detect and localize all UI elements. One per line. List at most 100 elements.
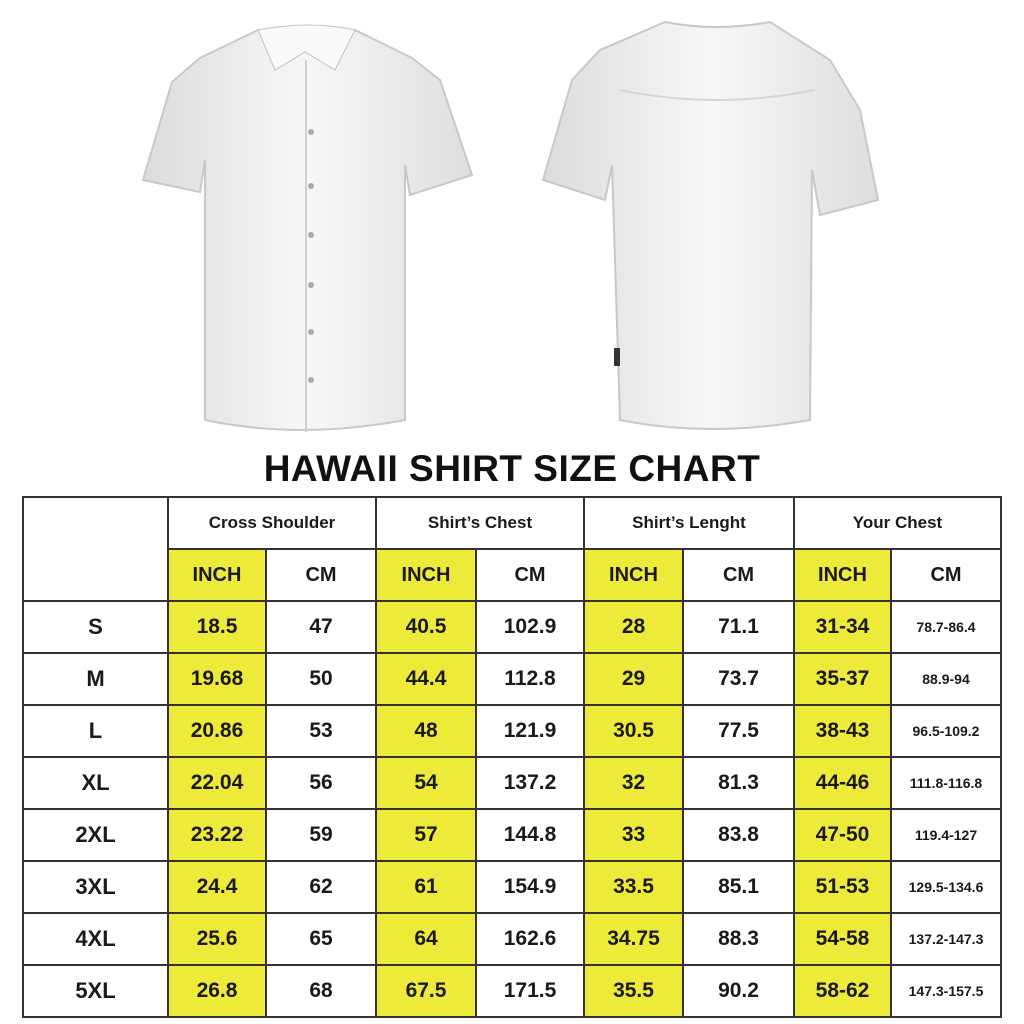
cm-cell: 129.5-134.6: [890, 860, 1002, 914]
inch-cell: 19.68: [167, 652, 267, 706]
unit-header-row: INCH CM INCH CM INCH CM INCH CM: [23, 548, 1002, 602]
table-row: 2XL 23.22 59 57 144.8 33 83.8 47-50 119.4-127: [22, 808, 1002, 862]
unit-header-inch: INCH: [375, 548, 477, 602]
corner-cell: [22, 496, 169, 602]
inch-cell: 61: [375, 860, 477, 914]
size-label: XL: [22, 756, 169, 810]
unit-header-cm: CM: [265, 548, 377, 602]
cm-cell: 78.7-86.4: [890, 600, 1002, 654]
table-row: L 20.86 53 48 121.9 30.5 77.5 38-43 96.5-109.2: [22, 704, 1002, 758]
cm-cell: 119.4-127: [890, 808, 1002, 862]
table-row: M 19.68 50 44.4 112.8 29 73.7 35-37 88.9-94: [22, 652, 1002, 706]
inch-cell: 44-46: [793, 756, 892, 810]
inch-cell: 18.5: [167, 600, 267, 654]
inch-cell: 25.6: [167, 912, 267, 966]
size-chart-table: Cross Shoulder Shirt’s Chest Shirt’s Lengh…: [22, 496, 1002, 1018]
inch-cell: 22.04: [167, 756, 267, 810]
table-row: XL 22.04 56 54 137.2 32 81.3 44-46 111.8-116.8: [22, 756, 1002, 810]
inch-cell: 38-43: [793, 704, 892, 758]
inch-cell: 40.5: [375, 600, 477, 654]
size-label: 3XL: [22, 860, 169, 914]
table-row: S 18.5 47 40.5 102.9 28 71.1 31-34 78.7-86.4: [22, 600, 1002, 654]
inch-cell: 30.5: [583, 704, 684, 758]
unit-header-cm: CM: [890, 548, 1002, 602]
cm-cell: 62: [265, 860, 377, 914]
cm-cell: 56: [265, 756, 377, 810]
cm-cell: 121.9: [475, 704, 585, 758]
inch-cell: 54-58: [793, 912, 892, 966]
shirt-back-image: [541, 20, 880, 430]
table-row: 3XL 24.4 62 61 154.9 33.5 85.1 51-53 129.5-134.6: [22, 860, 1002, 914]
cm-cell: 88.9-94: [890, 652, 1002, 706]
inch-cell: 67.5: [375, 964, 477, 1018]
inch-cell: 32: [583, 756, 684, 810]
cm-cell: 147.3-157.5: [890, 964, 1002, 1018]
inch-cell: 26.8: [167, 964, 267, 1018]
cm-cell: 53: [265, 704, 377, 758]
inch-cell: 33.5: [583, 860, 684, 914]
size-label: 2XL: [22, 808, 169, 862]
cm-cell: 137.2-147.3: [890, 912, 1002, 966]
inch-cell: 28: [583, 600, 684, 654]
cm-cell: 137.2: [475, 756, 585, 810]
inch-cell: 33: [583, 808, 684, 862]
cm-cell: 65: [265, 912, 377, 966]
inch-cell: 20.86: [167, 704, 267, 758]
unit-header-inch: INCH: [793, 548, 892, 602]
group-header: Shirt’s Chest: [375, 496, 585, 550]
cm-cell: 112.8: [475, 652, 585, 706]
cm-cell: 50: [265, 652, 377, 706]
inch-cell: 54: [375, 756, 477, 810]
inch-cell: 48: [375, 704, 477, 758]
cm-cell: 88.3: [682, 912, 795, 966]
cm-cell: 96.5-109.2: [890, 704, 1002, 758]
shirt-images: [141, 20, 880, 432]
inch-cell: 44.4: [375, 652, 477, 706]
cm-cell: 111.8-116.8: [890, 756, 1002, 810]
cm-cell: 83.8: [682, 808, 795, 862]
size-label: L: [22, 704, 169, 758]
cm-cell: 47: [265, 600, 377, 654]
cm-cell: 73.7: [682, 652, 795, 706]
inch-cell: 23.22: [167, 808, 267, 862]
unit-header-inch: INCH: [583, 548, 684, 602]
inch-cell: 31-34: [793, 600, 892, 654]
group-header: Cross Shoulder: [167, 496, 377, 550]
inch-cell: 64: [375, 912, 477, 966]
table-row: 5XL 26.8 68 67.5 171.5 35.5 90.2 58-62 147.3-157…: [22, 964, 1002, 1018]
table-row: 4XL 25.6 65 64 162.6 34.75 88.3 54-58 137.2-147.…: [22, 912, 1002, 966]
cm-cell: 85.1: [682, 860, 795, 914]
unit-header-cm: CM: [475, 548, 585, 602]
group-header: Your Chest: [793, 496, 1002, 550]
page-title: HAWAII SHIRT SIZE CHART: [263, 448, 761, 489]
inch-cell: 47-50: [793, 808, 892, 862]
inch-cell: 29: [583, 652, 684, 706]
size-label: 5XL: [22, 964, 169, 1018]
cm-cell: 154.9: [475, 860, 585, 914]
inch-cell: 34.75: [583, 912, 684, 966]
cm-cell: 77.5: [682, 704, 795, 758]
unit-header-cm: CM: [682, 548, 795, 602]
inch-cell: 24.4: [167, 860, 267, 914]
cm-cell: 81.3: [682, 756, 795, 810]
inch-cell: 58-62: [793, 964, 892, 1018]
cm-cell: 90.2: [682, 964, 795, 1018]
inch-cell: 35-37: [793, 652, 892, 706]
cm-cell: 68: [265, 964, 377, 1018]
unit-header-inch: INCH: [167, 548, 267, 602]
size-label: M: [22, 652, 169, 706]
group-header: Shirt’s Lenght: [583, 496, 795, 550]
cm-cell: 144.8: [475, 808, 585, 862]
size-label: S: [22, 600, 169, 654]
inch-cell: 35.5: [583, 964, 684, 1018]
inch-cell: 57: [375, 808, 477, 862]
cm-cell: 171.5: [475, 964, 585, 1018]
cm-cell: 162.6: [475, 912, 585, 966]
inch-cell: 51-53: [793, 860, 892, 914]
group-header-row: Cross Shoulder Shirt’s Chest Shirt’s Lengh…: [22, 496, 1002, 602]
cm-cell: 71.1: [682, 600, 795, 654]
size-label: 4XL: [22, 912, 169, 966]
cm-cell: 59: [265, 808, 377, 862]
cm-cell: 102.9: [475, 600, 585, 654]
shirt-front-image: [141, 24, 474, 432]
